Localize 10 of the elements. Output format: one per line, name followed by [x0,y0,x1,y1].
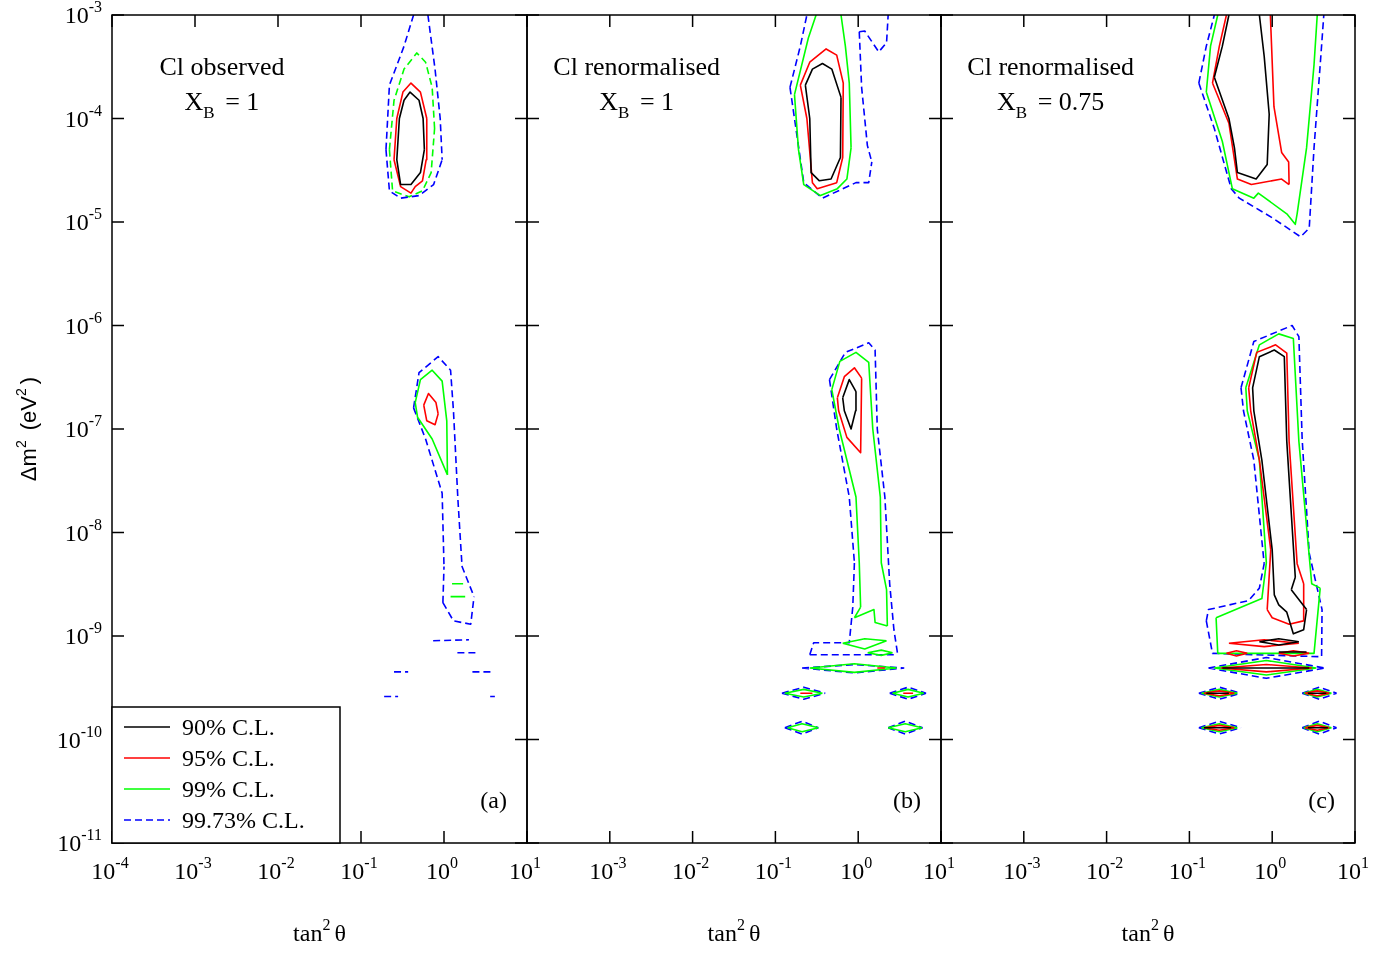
text: Cl observed [159,52,285,81]
annotation: (c) [1308,787,1335,813]
legend-label: 90% C.L. [182,714,275,740]
legend-label: 99.73% C.L. [182,807,305,833]
text: Cl renormalised [967,52,1135,81]
legend-label: 95% C.L. [182,745,275,771]
annotation: (a) [480,787,507,813]
text: Cl renormalised [553,52,721,81]
annotation: (b) [893,787,921,813]
legend-label: 99% C.L. [182,776,275,802]
